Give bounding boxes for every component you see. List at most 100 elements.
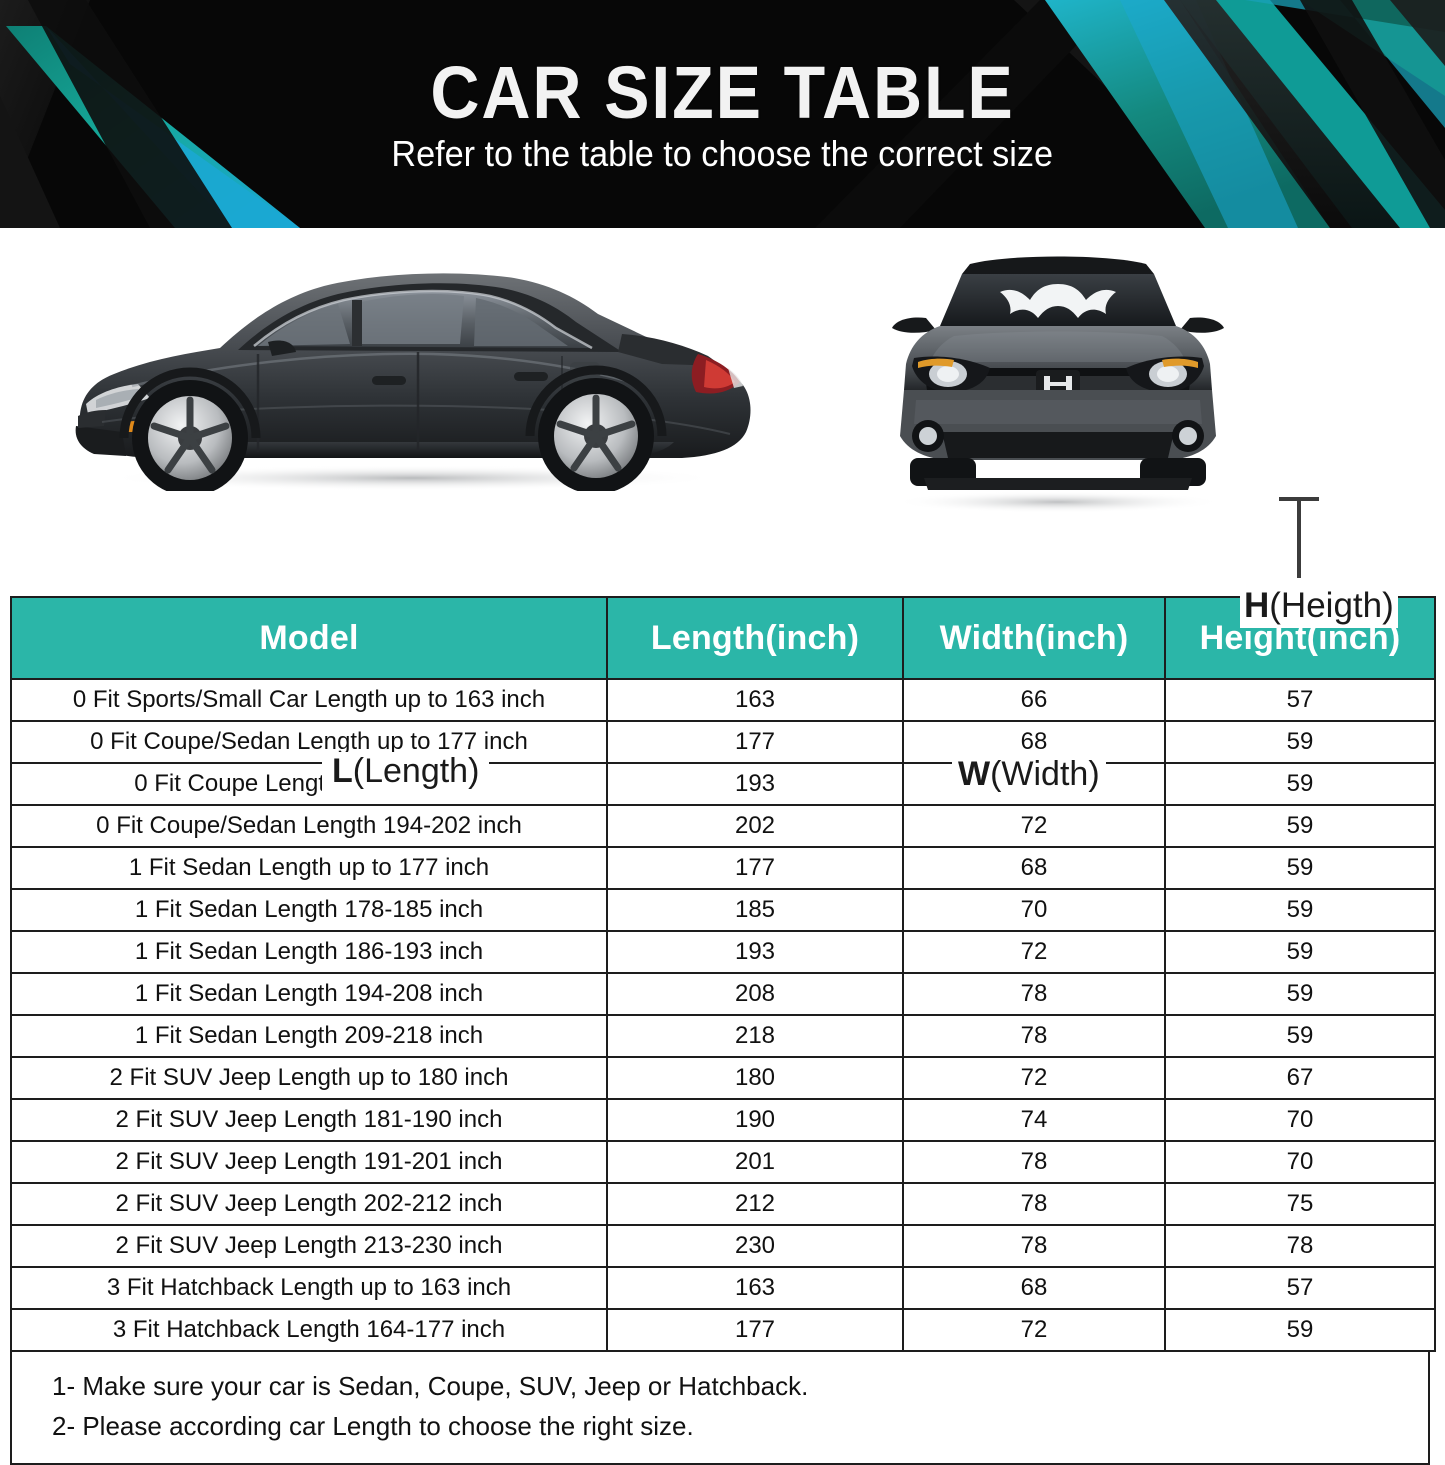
- length-cell: 193: [606, 762, 904, 806]
- length-cell: 163: [606, 678, 904, 722]
- table-row: 2 Fit SUV Jeep Length 202-212 inch 212 78 7…: [10, 1182, 1436, 1226]
- column-header-length: Length(inch): [606, 596, 904, 680]
- width-cell: 78: [902, 1182, 1166, 1226]
- bat-windshield-decal: [1000, 284, 1116, 318]
- model-cell: 3 Fit Hatchback Length up to 163 inch: [10, 1266, 608, 1310]
- length-cell: 193: [606, 930, 904, 974]
- width-word: (Width): [990, 755, 1100, 793]
- height-cell: 67: [1164, 1056, 1436, 1100]
- table-header-row: Model Length(inch) Width(inch) Height(in…: [10, 596, 1436, 680]
- height-cell: 59: [1164, 930, 1436, 974]
- model-cell: 2 Fit SUV Jeep Length 202-212 inch: [10, 1182, 608, 1226]
- table-row: 2 Fit SUV Jeep Length 191-201 inch 201 78 7…: [10, 1140, 1436, 1184]
- length-cell: 190: [606, 1098, 904, 1142]
- length-cell: 177: [606, 846, 904, 890]
- width-cell: 70: [902, 888, 1166, 932]
- length-cell: 218: [606, 1014, 904, 1058]
- rear-wheel: [538, 378, 654, 491]
- model-cell: 0 Fit Coupe Length 186-193 inch: [10, 762, 608, 806]
- model-cell: 0 Fit Sports/Small Car Length up to 163 …: [10, 678, 608, 722]
- table-row: 2 Fit SUV Jeep Length 181-190 inch 190 74 7…: [10, 1098, 1436, 1142]
- table-row: 2 Fit SUV Jeep Length 213-230 inch 230 78 7…: [10, 1224, 1436, 1268]
- width-cell: 72: [902, 1308, 1166, 1352]
- model-cell: 1 Fit Sedan Length 209-218 inch: [10, 1014, 608, 1058]
- page-subtitle: Refer to the table to choose the correct…: [391, 133, 1054, 174]
- table-header: Model Length(inch) Width(inch) Height(in…: [10, 596, 1436, 680]
- length-cell: 180: [606, 1056, 904, 1100]
- note-2: 2- Please according car Length to choose…: [52, 1411, 694, 1442]
- model-cell: 0 Fit Coupe/Sedan Length up to 177 inch: [10, 720, 608, 764]
- banner-text-block: CAR SIZE TABLE Refer to the table to cho…: [0, 0, 1445, 228]
- table-row: 3 Fit Hatchback Length 164-177 inch 177 72…: [10, 1308, 1436, 1352]
- table-row: 0 Fit Coupe/Sedan Length up to 177 inch 1…: [10, 720, 1436, 764]
- width-cell: 72: [902, 930, 1166, 974]
- length-cell: 177: [606, 720, 904, 764]
- table-row: 1 Fit Sedan Length 186-193 inch 193 72 59: [10, 930, 1436, 974]
- width-cell: 66: [902, 678, 1166, 722]
- length-dimension-label: L(Length): [322, 752, 490, 791]
- length-cell: 208: [606, 972, 904, 1016]
- note-1: 1- Make sure your car is Sedan, Coupe, S…: [52, 1371, 809, 1401]
- width-cell: 74: [902, 1098, 1166, 1142]
- height-symbol: H: [1244, 586, 1270, 625]
- model-cell: 1 Fit Sedan Length 194-208 inch: [10, 972, 608, 1016]
- height-dimension-label: H(Heigth): [1240, 584, 1398, 628]
- width-cell: 78: [902, 972, 1166, 1016]
- column-header-width: Width(inch): [902, 596, 1166, 680]
- illustration-band: L(Length) W(Width) H(Heigth): [0, 228, 1445, 795]
- table-row: 0 Fit Sports/Small Car Length up to 163 …: [10, 678, 1436, 722]
- width-cell: 68: [902, 846, 1166, 890]
- length-cell: 185: [606, 888, 904, 932]
- length-word: (Length): [352, 752, 480, 790]
- length-cell: 212: [606, 1182, 904, 1226]
- sedan-front-view-illustration: [892, 256, 1224, 513]
- car-size-table-wrapper: Model Length(inch) Width(inch) Height(in…: [10, 596, 1436, 1465]
- model-cell: 0 Fit Coupe/Sedan Length 194-202 inch: [10, 804, 608, 848]
- table-row: 1 Fit Sedan Length up to 177 inch 177 68 59: [10, 846, 1436, 890]
- table-row: 1 Fit Sedan Length 209-218 inch 218 78 59: [10, 1014, 1436, 1058]
- table-row: 2 Fit SUV Jeep Length up to 180 inch 180 7…: [10, 1056, 1436, 1100]
- banner-background-graphic: [0, 0, 1445, 228]
- height-cell: 57: [1164, 678, 1436, 722]
- model-cell: 2 Fit SUV Jeep Length 191-201 inch: [10, 1140, 608, 1184]
- model-cell: 3 Fit Hatchback Length 164-177 inch: [10, 1308, 608, 1352]
- height-cell: 59: [1164, 804, 1436, 848]
- model-cell: 1 Fit Sedan Length 186-193 inch: [10, 930, 608, 974]
- height-cell: 59: [1164, 1014, 1436, 1058]
- height-cell: 59: [1164, 888, 1436, 932]
- height-word: (Heigth): [1269, 586, 1394, 625]
- height-cell: 57: [1164, 1266, 1436, 1310]
- table-row: 1 Fit Sedan Length 178-185 inch 185 70 59: [10, 888, 1436, 932]
- model-cell: 2 Fit SUV Jeep Length 213-230 inch: [10, 1224, 608, 1268]
- model-cell: 1 Fit Sedan Length up to 177 inch: [10, 846, 608, 890]
- car-size-table: Model Length(inch) Width(inch) Height(in…: [10, 596, 1436, 1352]
- column-header-model: Model: [10, 596, 608, 680]
- height-cell: 70: [1164, 1098, 1436, 1142]
- width-cell: 72: [902, 804, 1166, 848]
- height-cell: 75: [1164, 1182, 1436, 1226]
- width-cell: 78: [902, 1224, 1166, 1268]
- height-cell: 59: [1164, 1308, 1436, 1352]
- table-row: 3 Fit Hatchback Length up to 163 inch 163…: [10, 1266, 1436, 1310]
- width-cell: 68: [902, 1266, 1166, 1310]
- height-cell: 59: [1164, 972, 1436, 1016]
- height-cell: 59: [1164, 762, 1436, 806]
- length-symbol: L: [332, 752, 353, 790]
- width-symbol: W: [958, 755, 991, 793]
- length-cell: 177: [606, 1308, 904, 1352]
- height-cell: 59: [1164, 720, 1436, 764]
- header-banner: CAR SIZE TABLE Refer to the table to cho…: [0, 0, 1445, 228]
- table-row: 1 Fit Sedan Length 194-208 inch 208 78 59: [10, 972, 1436, 1016]
- model-cell: 1 Fit Sedan Length 178-185 inch: [10, 888, 608, 932]
- length-cell: 202: [606, 804, 904, 848]
- honda-emblem: [1044, 376, 1072, 392]
- width-cell: 78: [902, 1140, 1166, 1184]
- table-row: 0 Fit Coupe/Sedan Length 194-202 inch 202…: [10, 804, 1436, 848]
- length-cell: 163: [606, 1266, 904, 1310]
- page-title: CAR SIZE TABLE: [430, 51, 1015, 134]
- height-cell: 70: [1164, 1140, 1436, 1184]
- table-body: 0 Fit Sports/Small Car Length up to 163 …: [10, 678, 1436, 1352]
- model-cell: 2 Fit SUV Jeep Length up to 180 inch: [10, 1056, 608, 1100]
- height-cell: 78: [1164, 1224, 1436, 1268]
